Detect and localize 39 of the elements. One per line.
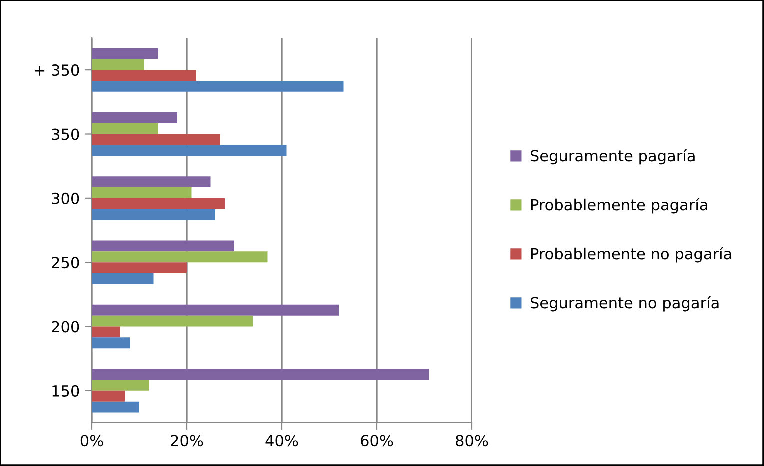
x-tick-label: 40% — [266, 435, 298, 447]
bar — [92, 209, 216, 220]
x-tick-label: 0% — [80, 435, 104, 447]
y-tick-label: 200 — [52, 321, 80, 333]
bar — [92, 80, 344, 92]
bar — [92, 123, 158, 134]
bar — [92, 70, 196, 81]
y-tick-label: 300 — [52, 192, 80, 204]
bar — [92, 240, 234, 252]
bar — [92, 134, 220, 146]
x-tick-label: 20% — [171, 435, 204, 447]
bar — [92, 390, 126, 402]
bar — [92, 369, 430, 380]
bar — [92, 48, 158, 60]
legend-label: Probablemente pagaría — [531, 198, 708, 214]
legend-label: Probablemente no pagaría — [531, 247, 732, 263]
bar — [92, 304, 339, 316]
bar — [92, 112, 178, 124]
bar — [92, 262, 187, 274]
bar — [92, 273, 154, 284]
bar — [92, 402, 140, 413]
legend-label: Seguramente no pagaría — [530, 296, 719, 312]
x-tick-label: 80% — [456, 435, 488, 447]
bar — [92, 59, 144, 70]
bar — [92, 198, 225, 210]
bar — [92, 145, 287, 156]
bar — [92, 252, 268, 263]
bar — [92, 338, 130, 349]
x-tick-label: 60% — [361, 435, 394, 447]
bar — [92, 380, 149, 391]
y-tick-label: + 350 — [34, 64, 80, 76]
bar — [92, 188, 192, 198]
y-tick-label: 150 — [52, 385, 80, 397]
y-tick-label: 350 — [52, 128, 80, 140]
bar — [92, 326, 120, 338]
y-tick-label: 250 — [52, 257, 80, 269]
bar — [92, 316, 254, 327]
legend-label: Seguramente pagaría — [530, 149, 695, 165]
bar — [92, 176, 211, 188]
